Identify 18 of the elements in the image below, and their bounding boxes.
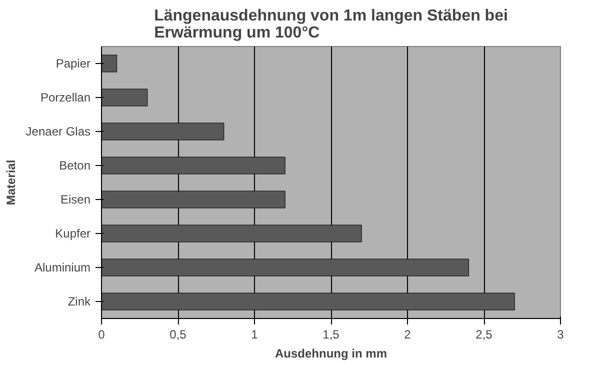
y-tick-label: Zink (68, 294, 92, 308)
x-tick-label: 0 (98, 328, 106, 342)
x-tick-label: 0,5 (170, 328, 187, 342)
x-tick-label: 3 (557, 328, 564, 342)
chart-title: Längenausdehnung von 1m langen Stäben bei Erwärmung um 100°C (154, 8, 508, 42)
y-tick-label: Kupfer (55, 226, 91, 240)
y-axis-title: Material (4, 160, 18, 206)
x-tick-label: 1,5 (322, 328, 340, 342)
x-tick-label: 2 (404, 328, 412, 342)
y-tick-label: Eisen (60, 192, 91, 206)
y-tick-label: Beton (59, 158, 90, 172)
x-tick-label: 1 (251, 328, 258, 342)
y-tick-label: Jenaer Glas (26, 124, 91, 138)
y-tick-label: Aluminium (34, 260, 91, 274)
x-tick-label: 2,5 (476, 328, 493, 342)
y-tick-label: Papier (56, 56, 91, 70)
y-tick-label: Porzellan (40, 90, 91, 104)
x-axis-title: Ausdehnung in mm (275, 346, 387, 360)
